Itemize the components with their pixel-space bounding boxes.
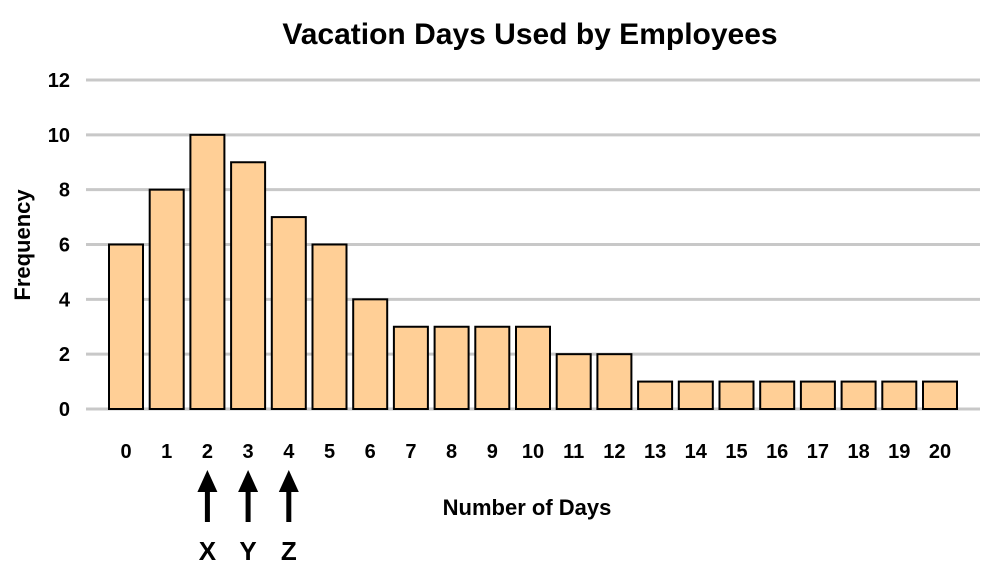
bar-8 <box>433 325 470 410</box>
x-tick-label: 15 <box>725 441 747 463</box>
bar-19 <box>881 380 918 411</box>
x-tick-label: 18 <box>847 441 869 463</box>
bar-12 <box>596 353 633 410</box>
x-tick-label: 16 <box>766 441 788 463</box>
bar-1 <box>148 188 185 410</box>
x-tick-label: 12 <box>603 441 625 463</box>
marker-label: X <box>199 536 217 566</box>
bar-0 <box>108 243 144 410</box>
bar-16 <box>759 380 796 411</box>
bar-9 <box>474 325 511 410</box>
y-tick-label: 12 <box>48 70 70 92</box>
chart-title: Vacation Days Used by Employees <box>282 18 777 51</box>
x-tick-label: 14 <box>685 441 708 463</box>
x-tick-label: 3 <box>243 441 254 463</box>
bar-17 <box>799 380 836 411</box>
y-tick-label: 2 <box>59 344 70 366</box>
marker-label: Y <box>239 536 256 566</box>
bar-7 <box>392 325 429 410</box>
bar-4 <box>270 216 307 410</box>
bar-3 <box>230 161 267 410</box>
y-tick-label: 10 <box>48 125 70 147</box>
y-tick-label: 8 <box>59 180 70 202</box>
bar-14 <box>677 380 714 411</box>
bar-13 <box>637 380 674 411</box>
y-tick-label: 6 <box>59 235 70 257</box>
y-tick-labels: 0 2 4 6 8 10 12 <box>48 70 71 421</box>
x-tick-label: 6 <box>365 441 376 463</box>
x-tick-labels: 0 1 2 3 4 5 6 7 8 9 10 11 12 13 14 15 16 17 18 19 20 <box>120 441 951 463</box>
bar-15 <box>718 380 755 411</box>
bar-20 <box>922 380 958 411</box>
x-tick-label: 9 <box>487 441 498 463</box>
x-tick-label: 1 <box>161 441 172 463</box>
marker-arrow-z <box>278 470 299 522</box>
y-tick-label: 4 <box>59 289 71 311</box>
marker-arrow-x <box>197 470 218 522</box>
marker-arrow-y <box>238 470 259 522</box>
x-tick-label: 11 <box>563 441 584 463</box>
x-tick-label: 2 <box>202 441 213 463</box>
x-tick-label: 19 <box>888 441 910 463</box>
bar-6 <box>352 298 389 411</box>
x-axis-title: Number of Days <box>443 495 612 520</box>
x-tick-label: 0 <box>120 441 131 463</box>
bar-11 <box>555 353 592 410</box>
bar-18 <box>840 380 877 411</box>
marker-label: Z <box>281 536 297 566</box>
x-tick-label: 5 <box>324 441 335 463</box>
x-tick-label: 8 <box>446 441 457 463</box>
x-tick-label: 7 <box>405 441 416 463</box>
x-tick-label: 20 <box>929 441 951 463</box>
y-axis-title: Frequency <box>10 189 35 301</box>
x-tick-label: 17 <box>807 441 829 463</box>
bar-5 <box>311 243 348 410</box>
bar-10 <box>515 325 551 410</box>
y-tick-label: 0 <box>59 399 70 421</box>
x-tick-label: 4 <box>283 441 295 463</box>
x-tick-label: 13 <box>644 441 666 463</box>
bars <box>108 133 958 411</box>
x-tick-label: 10 <box>522 441 544 463</box>
bar-2 <box>189 133 226 410</box>
